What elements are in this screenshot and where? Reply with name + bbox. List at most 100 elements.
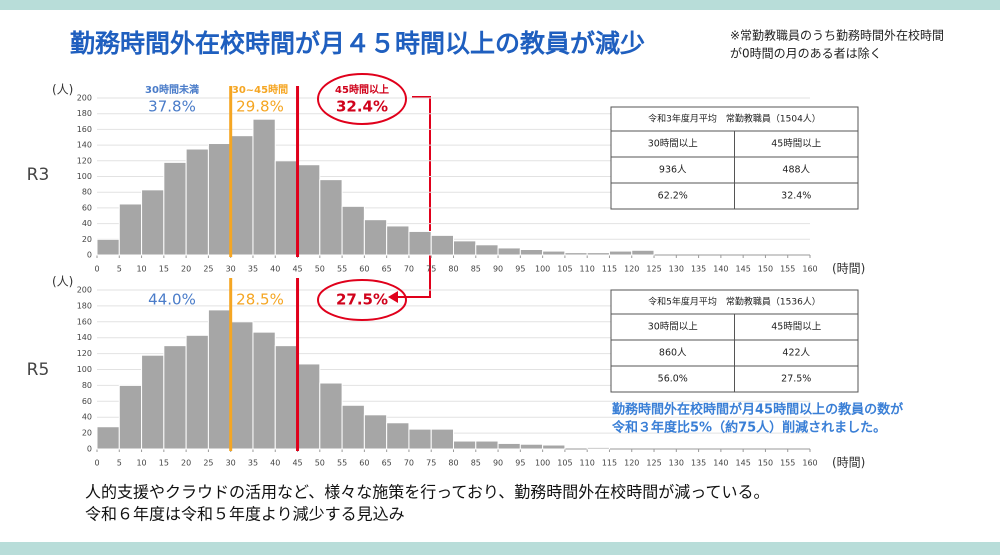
top-band — [0, 0, 1000, 10]
x-axis-label: (時間) — [832, 262, 865, 276]
x-tick-label: 35 — [248, 459, 258, 468]
x-tick-label: 145 — [736, 265, 751, 274]
y-tick-label: 0 — [87, 445, 92, 454]
x-tick-label: 140 — [713, 265, 728, 274]
table-caption: 令和3年度月平均 常勤教職員（1504人） — [648, 113, 821, 125]
bar — [341, 205, 365, 256]
x-tick-label: 25 — [203, 265, 213, 274]
y-tick-label: 120 — [77, 349, 92, 358]
bar — [542, 444, 566, 450]
x-tick-label: 125 — [646, 265, 661, 274]
bar — [163, 161, 187, 256]
annotation-value: 44.0% — [148, 291, 196, 309]
annotation-value: 28.5% — [236, 291, 284, 309]
title: 勤務時間外在校時間が月４５時間以上の教員が減少 — [70, 29, 645, 58]
bar — [341, 404, 365, 450]
x-tick-label: 50 — [315, 459, 325, 468]
annotation-title: 30~45時間 — [232, 83, 288, 96]
x-tick-label: 90 — [493, 459, 503, 468]
x-tick-label: 75 — [426, 265, 436, 274]
x-tick-label: 135 — [691, 265, 706, 274]
x-tick-label: 130 — [669, 265, 684, 274]
row-label: R5 — [27, 360, 50, 380]
bar — [96, 238, 120, 256]
bar — [408, 428, 432, 450]
y-tick-label: 200 — [77, 94, 92, 103]
x-tick-label: 70 — [404, 459, 414, 468]
x-tick-label: 115 — [602, 459, 617, 468]
y-tick-label: 100 — [77, 172, 92, 181]
bar — [118, 203, 143, 256]
bar — [141, 189, 165, 256]
y-tick-label: 60 — [82, 203, 92, 212]
bar — [297, 164, 321, 256]
x-tick-label: 30 — [226, 265, 236, 274]
x-tick-label: 20 — [181, 459, 191, 468]
bar — [475, 244, 499, 256]
table-cell: 27.5% — [781, 374, 811, 385]
x-tick-label: 95 — [515, 459, 525, 468]
x-tick-label: 130 — [669, 459, 684, 468]
bar — [252, 118, 276, 256]
x-tick-label: 55 — [337, 459, 347, 468]
highlight-circle — [317, 73, 407, 125]
y-tick-label: 100 — [77, 365, 92, 374]
bar — [163, 345, 187, 450]
arrow — [398, 96, 431, 298]
bar — [363, 219, 388, 256]
table-cell: 30時間以上 — [648, 322, 699, 333]
y-tick-label: 200 — [77, 286, 92, 295]
annotation-value: 32.4% — [336, 98, 388, 116]
bar — [252, 331, 276, 450]
x-tick-label: 160 — [802, 265, 817, 274]
x-tick-label: 20 — [181, 265, 191, 274]
y-axis-label: (人) — [52, 275, 73, 289]
footer: 人的支援やクラウドの活用など、様々な施策を行っており、勤務時間外在校時間が減って… — [85, 483, 769, 502]
note: が0時間の月のある者は除く — [730, 46, 882, 61]
annotation-title: 30時間未満 — [145, 83, 199, 96]
x-tick-label: 10 — [136, 265, 146, 274]
bar — [274, 160, 299, 256]
x-tick-label: 105 — [557, 265, 572, 274]
x-tick-label: 110 — [580, 459, 595, 468]
x-tick-label: 25 — [203, 459, 213, 468]
y-tick-label: 160 — [77, 317, 92, 326]
x-tick-label: 155 — [780, 265, 795, 274]
x-tick-label: 105 — [557, 459, 572, 468]
table-cell: 56.0% — [658, 374, 688, 385]
y-axis-label: (人) — [52, 83, 73, 97]
bar — [185, 334, 209, 450]
x-tick-label: 140 — [713, 459, 728, 468]
table-cell: 45時間以上 — [771, 139, 822, 150]
x-tick-label: 40 — [270, 459, 280, 468]
bar — [586, 252, 610, 256]
y-tick-label: 0 — [87, 251, 92, 260]
annotation-title: 45時間以上 — [335, 83, 389, 96]
bar — [430, 234, 454, 256]
x-tick-label: 65 — [382, 265, 392, 274]
x-tick-label: 150 — [758, 265, 773, 274]
bar — [453, 440, 477, 450]
x-tick-label: 35 — [248, 265, 258, 274]
y-tick-label: 120 — [77, 156, 92, 165]
x-tick-label: 10 — [136, 459, 146, 468]
x-tick-label: 65 — [382, 459, 392, 468]
x-tick-label: 60 — [359, 265, 369, 274]
bar — [497, 442, 521, 450]
bar — [542, 250, 566, 256]
x-tick-label: 40 — [270, 265, 280, 274]
x-tick-label: 30 — [226, 459, 236, 468]
y-tick-label: 180 — [77, 109, 92, 118]
y-tick-label: 60 — [82, 397, 92, 406]
annotation-value: 37.8% — [148, 98, 196, 116]
x-tick-label: 115 — [602, 265, 617, 274]
annotation-value: 27.5% — [336, 291, 388, 309]
x-tick-label: 70 — [404, 265, 414, 274]
x-tick-label: 135 — [691, 459, 706, 468]
row-label: R3 — [27, 165, 50, 185]
x-tick-label: 15 — [159, 265, 169, 274]
y-tick-label: 160 — [77, 125, 92, 134]
y-tick-label: 80 — [82, 188, 92, 197]
